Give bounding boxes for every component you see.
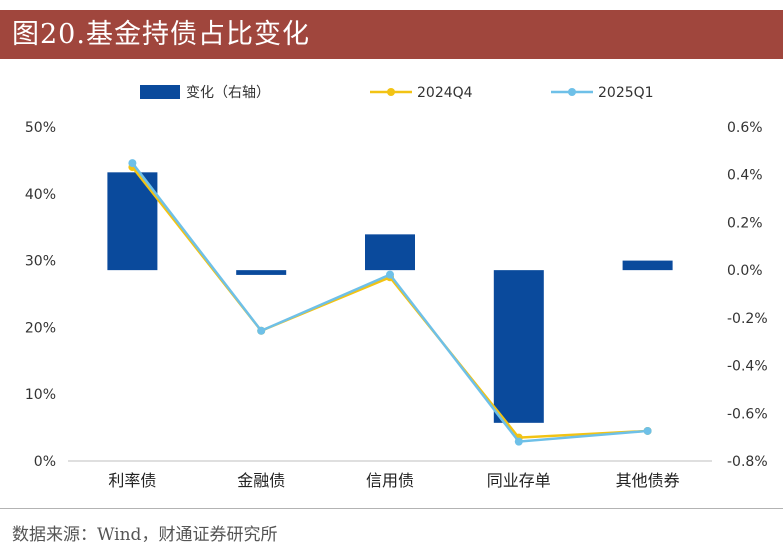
category-label: 信用债 (366, 471, 414, 490)
bar (493, 270, 544, 423)
legend-label: 变化（右轴） (186, 85, 270, 101)
x-axis-labels: 利率债 金融债 信用债 同业存单 其他债券 (108, 471, 679, 490)
legend: 变化（右轴） 2024Q4 2025Q1 (140, 85, 654, 101)
right-tick-label: 0.2% (727, 215, 763, 231)
right-tick-label: -0.4% (727, 359, 768, 375)
series-line (131, 162, 648, 443)
right-axis: -0.8% -0.6% -0.4% -0.2% 0.0% 0.2% 0.4% 0.6% (727, 120, 768, 470)
series-line (131, 166, 648, 439)
left-tick-label: 40% (25, 187, 56, 203)
right-tick-label: -0.6% (727, 406, 768, 422)
chart-title: 图20.基金持债占比变化 (0, 10, 783, 59)
legend-label: 2024Q4 (417, 85, 473, 101)
data-point (514, 437, 523, 446)
right-tick-label: 0.4% (727, 168, 763, 184)
bar (236, 270, 287, 275)
legend-marker (387, 88, 395, 96)
line-series (128, 159, 652, 446)
left-tick-label: 10% (25, 387, 56, 403)
left-tick-label: 30% (25, 254, 56, 270)
left-tick-label: 50% (25, 120, 56, 136)
left-tick-label: 0% (34, 454, 56, 470)
right-tick-label: 0.0% (727, 263, 763, 279)
right-tick-label: -0.8% (727, 454, 768, 470)
left-axis: 0% 10% 20% 30% 40% 50% (25, 120, 56, 470)
data-point (386, 270, 394, 279)
category-label: 金融债 (237, 471, 285, 490)
category-label: 同业存单 (487, 471, 551, 490)
data-point (128, 159, 137, 168)
right-tick-label: -0.2% (727, 311, 768, 327)
data-point (257, 326, 266, 335)
legend-label: 2025Q1 (598, 85, 654, 101)
bar (365, 234, 415, 271)
category-label: 利率债 (108, 471, 156, 490)
data-point (643, 426, 652, 435)
right-tick-label: 0.6% (727, 120, 763, 136)
legend-marker (568, 88, 576, 96)
bar (622, 260, 673, 271)
category-label: 其他债券 (616, 471, 680, 490)
bar-series (107, 172, 673, 423)
legend-bar-swatch (140, 85, 180, 99)
footer-divider (0, 508, 783, 509)
left-tick-label: 20% (25, 320, 56, 336)
source-note: 数据来源：Wind，财通证券研究所 (12, 525, 278, 545)
